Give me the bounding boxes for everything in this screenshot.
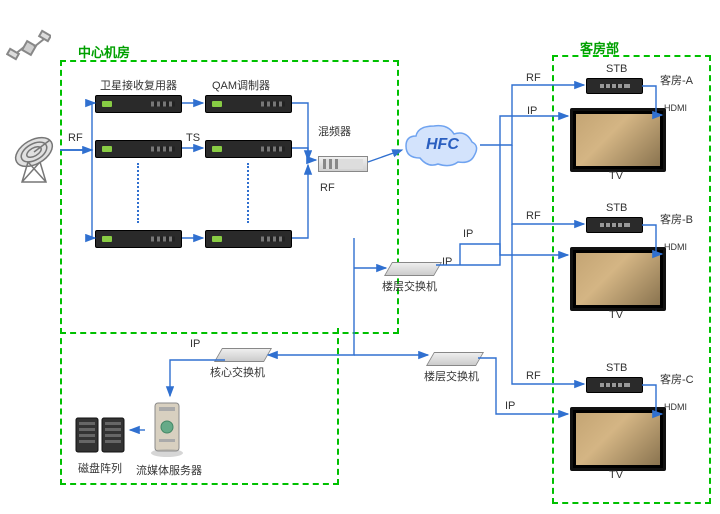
ip-b: IP [463,228,473,240]
ip-core: IP [190,338,200,350]
rf-mix: RF [320,182,335,194]
tv-c [570,407,666,471]
hfc-label: HFC [426,136,459,154]
satellite-icon [6,25,51,70]
sat-receiver-2 [95,140,182,158]
room-c-label: 客房-C [660,371,694,387]
tv-a-label: TV [609,170,623,182]
sat-receiver-1 [95,95,182,113]
media-server-label: 流媒体服务器 [136,462,202,478]
sat-receiver-3 [95,230,182,248]
stb-a-label: STB [606,63,627,75]
ts-1: TS [186,132,200,144]
floor-switch-1-label: 楼层交换机 [382,278,437,294]
qam-label: QAM调制器 [212,77,270,93]
mixer-label: 混频器 [318,123,351,139]
room-b-label: 客房-B [660,211,693,227]
hdmi-a: HDMI [664,103,687,113]
rf-c: RF [526,370,541,382]
stb-a [586,78,643,94]
core-switch [214,348,272,362]
tv-b [570,247,666,311]
sat-receiver-label: 卫星接收复用器 [100,77,177,93]
floor-switch-1 [384,262,442,276]
region-merge-patch [62,326,333,332]
core-switch-label: 核心交换机 [210,364,265,380]
tv-a [570,108,666,172]
tv-b-label: TV [609,309,623,321]
stb-b [586,217,643,233]
rf-a: RF [526,72,541,84]
rf-dish: RF [68,132,83,144]
media-server-icon [145,395,195,463]
ip-fs1: IP [442,256,452,268]
floor-switch-2-label: 楼层交换机 [424,368,479,384]
stb-c-label: STB [606,362,627,374]
qam-ellipsis [247,163,249,223]
sat-rx-ellipsis [137,163,139,223]
rf-b: RF [526,210,541,222]
qam-3 [205,230,292,248]
dish-icon [10,130,65,190]
tv-c-label: TV [609,469,623,481]
mixer-device [318,156,368,172]
room-a-label: 客房-A [660,72,693,88]
center-title: 中心机房 [78,42,130,61]
floor-switch-2 [426,352,484,366]
disk-array-icon [72,412,132,460]
hdmi-b: HDMI [664,242,687,252]
qam-2 [205,140,292,158]
stb-c [586,377,643,393]
disk-array-label: 磁盘阵列 [78,460,122,476]
stb-b-label: STB [606,202,627,214]
ip-c: IP [505,400,515,412]
qam-1 [205,95,292,113]
ip-a: IP [527,105,537,117]
hdmi-c: HDMI [664,402,687,412]
guest-title: 客房部 [580,38,619,57]
